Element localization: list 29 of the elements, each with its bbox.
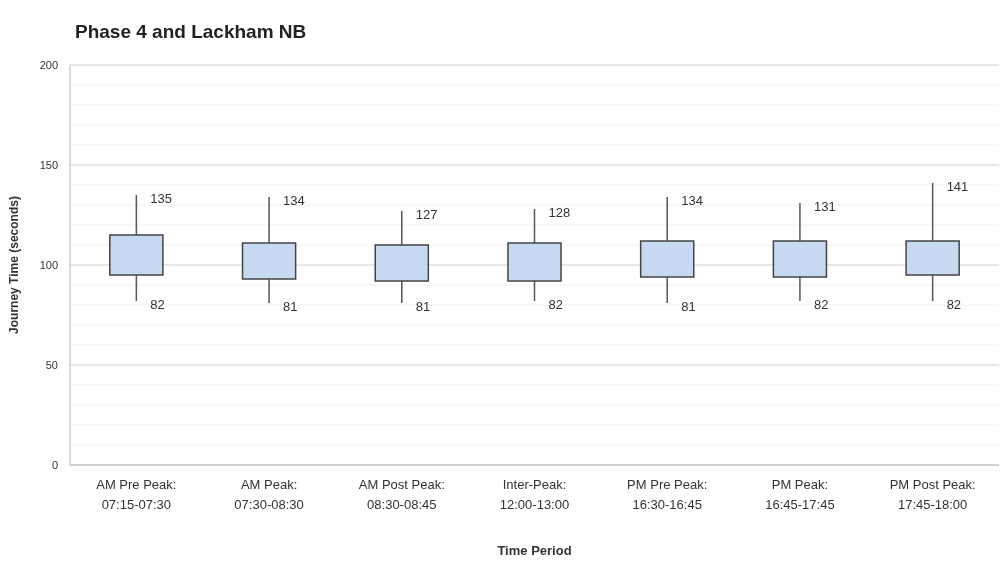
y-tick-label: 100: [39, 258, 58, 271]
y-tick-label: 50: [45, 358, 58, 371]
x-tick-label: PM Pre Peak: 16:30-16:45: [627, 477, 708, 512]
annotation: 82: [150, 297, 165, 312]
annotation: 127: [415, 207, 438, 222]
y-tick-label: 150: [39, 158, 58, 171]
x-axis-title: Time Period: [497, 543, 572, 558]
x-tick-label: Inter-Peak: 12:00-13:00: [499, 477, 570, 512]
annotation: 135: [150, 191, 173, 206]
chart-title: Phase 4 and Lackham NB: [75, 21, 307, 42]
x-tick-label: PM Peak: 16:45-17:45: [765, 477, 835, 512]
y-tick-label: 200: [39, 58, 58, 71]
annotation: 134: [283, 193, 305, 208]
annotation: 141: [946, 179, 969, 194]
annotation: 82: [548, 297, 563, 312]
annotation: 131: [813, 199, 836, 214]
annotation: 81: [415, 299, 431, 314]
annotation: 82: [813, 297, 829, 312]
y-axis-title: Journey Time (seconds): [7, 196, 21, 334]
y-tick-label: 0: [51, 458, 58, 471]
annotation: 134: [681, 193, 703, 208]
annotation: 81: [283, 299, 298, 314]
annotation: 82: [946, 297, 962, 312]
x-tick-label: AM Peak: 07:30-08:30: [234, 477, 304, 512]
annotation: 128: [548, 205, 571, 220]
x-tick-label: AM Post Peak: 08:30-08:45: [358, 477, 445, 512]
x-tick-label: AM Pre Peak: 07:15-07:30: [96, 477, 177, 512]
annotation: 81: [681, 299, 696, 314]
x-tick-label: PM Post Peak: 17:45-18:00: [889, 477, 976, 512]
